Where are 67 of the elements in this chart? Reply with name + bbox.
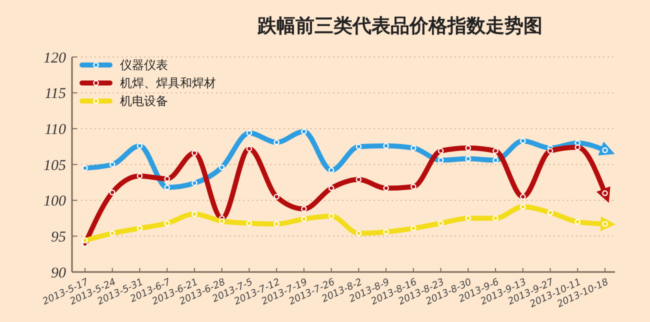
point bbox=[438, 148, 444, 154]
chart-title: 跌幅前三类代表品价格指数走势图 bbox=[256, 15, 542, 37]
point bbox=[192, 180, 198, 186]
point bbox=[602, 190, 608, 196]
point bbox=[383, 142, 389, 149]
point bbox=[301, 216, 307, 222]
point bbox=[410, 145, 416, 151]
point bbox=[301, 128, 307, 134]
point bbox=[356, 144, 362, 150]
point bbox=[246, 220, 252, 226]
point bbox=[465, 156, 472, 162]
point bbox=[136, 173, 143, 179]
point bbox=[274, 221, 280, 227]
point bbox=[438, 157, 444, 164]
point bbox=[164, 220, 170, 226]
y-tick-label: 105 bbox=[44, 158, 66, 174]
point bbox=[274, 194, 280, 200]
point bbox=[520, 204, 526, 210]
point bbox=[356, 230, 362, 236]
point bbox=[246, 130, 252, 136]
y-tick-label: 100 bbox=[44, 194, 66, 210]
point bbox=[109, 190, 116, 196]
point bbox=[192, 211, 198, 217]
point bbox=[218, 218, 225, 224]
point bbox=[136, 225, 143, 232]
point bbox=[602, 221, 608, 227]
legend-label: 机电设备 bbox=[120, 94, 168, 108]
point bbox=[520, 138, 526, 144]
y-tick-label: 110 bbox=[44, 122, 66, 138]
point bbox=[328, 167, 334, 174]
y-tick-label: 95 bbox=[51, 229, 66, 246]
point bbox=[492, 148, 498, 154]
y-tick-label: 120 bbox=[44, 50, 66, 66]
point bbox=[164, 176, 170, 182]
point bbox=[574, 218, 581, 225]
point bbox=[356, 176, 362, 182]
point bbox=[328, 185, 334, 192]
point bbox=[574, 144, 581, 150]
point bbox=[301, 206, 307, 212]
y-tick-label: 90 bbox=[51, 265, 66, 282]
point bbox=[410, 225, 416, 232]
point bbox=[547, 148, 554, 154]
point bbox=[82, 165, 88, 171]
point bbox=[602, 147, 608, 154]
point bbox=[383, 185, 389, 192]
y-tick-label: 115 bbox=[44, 86, 66, 102]
point bbox=[136, 142, 143, 149]
point bbox=[192, 150, 198, 156]
point bbox=[274, 139, 280, 146]
point bbox=[465, 215, 472, 222]
point bbox=[547, 210, 554, 216]
point bbox=[246, 146, 252, 152]
point bbox=[164, 184, 170, 190]
point bbox=[82, 238, 88, 244]
point bbox=[438, 220, 444, 226]
point bbox=[465, 145, 472, 151]
point bbox=[410, 184, 416, 190]
point bbox=[520, 194, 526, 200]
point bbox=[218, 164, 225, 170]
point bbox=[492, 157, 498, 164]
point bbox=[109, 162, 116, 168]
point bbox=[109, 230, 116, 236]
legend-label: 仪器仪表 bbox=[120, 58, 168, 72]
legend-label: 机焊、焊具和焊材 bbox=[120, 76, 216, 90]
point bbox=[328, 213, 334, 219]
point bbox=[383, 228, 389, 235]
point bbox=[492, 215, 498, 222]
